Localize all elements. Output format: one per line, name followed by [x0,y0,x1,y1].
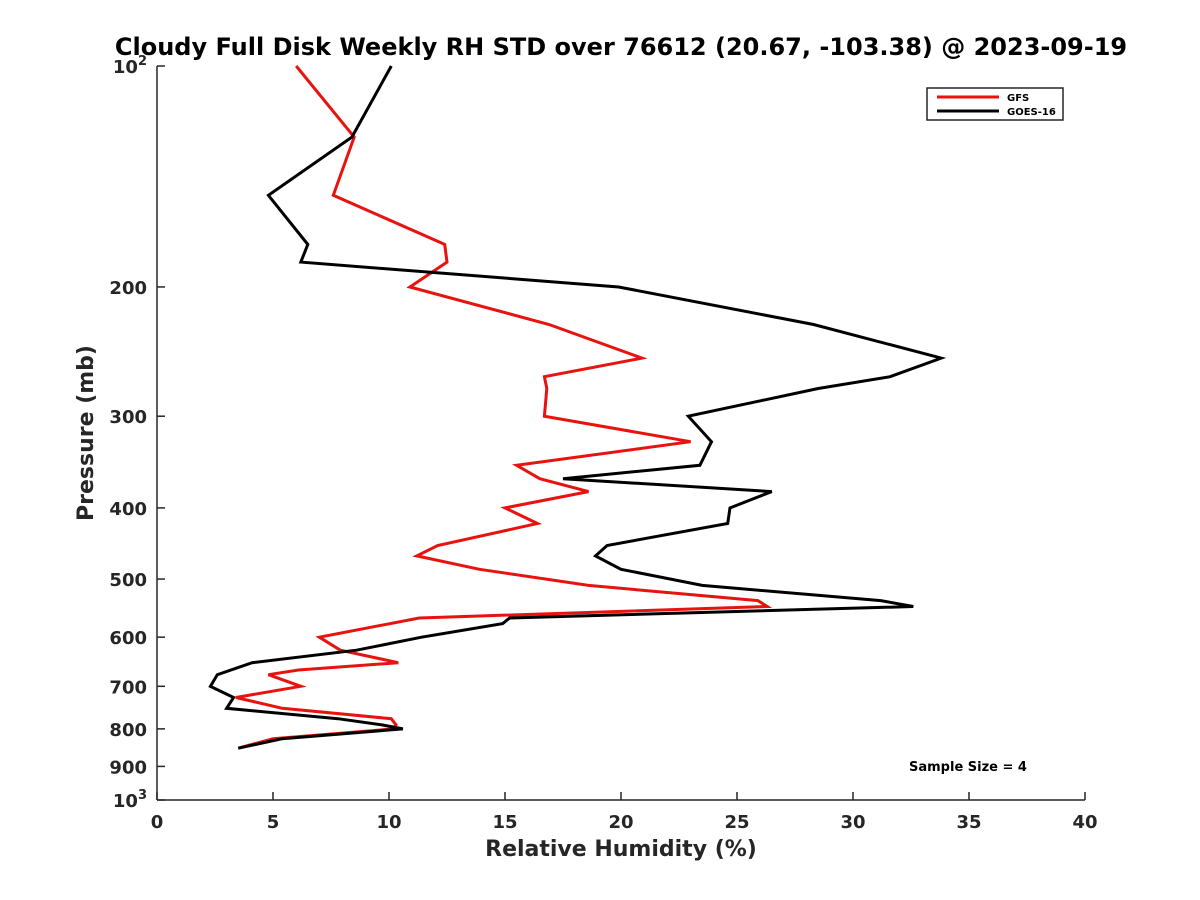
x-tick-label: 5 [267,812,280,833]
y-tick-label: 800 [109,720,147,741]
x-tick-label: 25 [724,812,749,833]
x-tick-label: 15 [492,812,517,833]
x-tick-label: 35 [956,812,981,833]
y-tick-label: 103 [113,788,147,812]
x-tick-label: 10 [376,812,401,833]
y-tick-label: 900 [109,757,147,778]
y-tick-label: 400 [109,499,147,520]
x-axis-label: Relative Humidity (%) [485,837,757,862]
x-tick-label: 40 [1072,812,1097,833]
y-axis-label: Pressure (mb) [74,345,99,521]
y-tick-label: 200 [109,278,147,299]
x-tick-label: 0 [151,812,164,833]
legend-box [926,87,1064,121]
series-line-goes-16 [208,65,947,750]
legend-label: GFS [1007,93,1029,104]
x-tick-label: 30 [840,812,865,833]
y-tick-label: 600 [109,628,147,649]
chart-title: Cloudy Full Disk Weekly RH STD over 7661… [115,33,1127,61]
y-tick-label: 700 [109,677,147,698]
plot-area: 0 5 10 15 20 25 30 35 40 102 200 300 400 500 600 700 800… [109,54,1097,833]
title-group: Cloudy Full Disk Weekly RH STD over 7661… [115,33,1127,61]
legend: GFS GOES-16 [926,87,1064,121]
sample-size-annotation: Sample Size = 4 [909,760,1027,775]
y-tick-label: 500 [109,570,147,591]
legend-label: GOES-16 [1007,107,1056,118]
y-tick-label: 102 [113,54,147,78]
series-line-gfs [235,65,773,750]
x-tick-label: 20 [608,812,633,833]
y-tick-label: 300 [109,407,147,428]
